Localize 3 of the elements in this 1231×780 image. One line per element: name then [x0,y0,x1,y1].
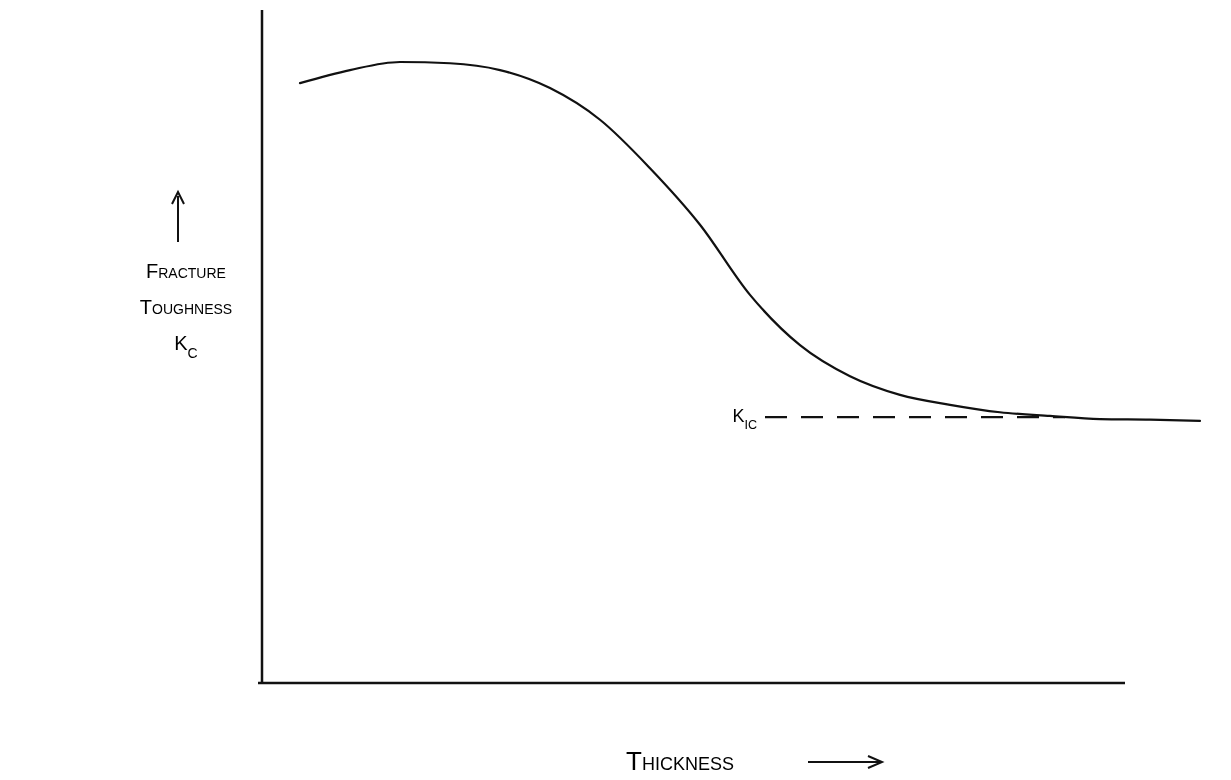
x-axis-title: Thickness [626,746,734,776]
y-axis-title: Fracture Toughness K$_{C}$ [139,260,233,361]
ref-line-label: K$_{IC}$ [732,406,757,433]
